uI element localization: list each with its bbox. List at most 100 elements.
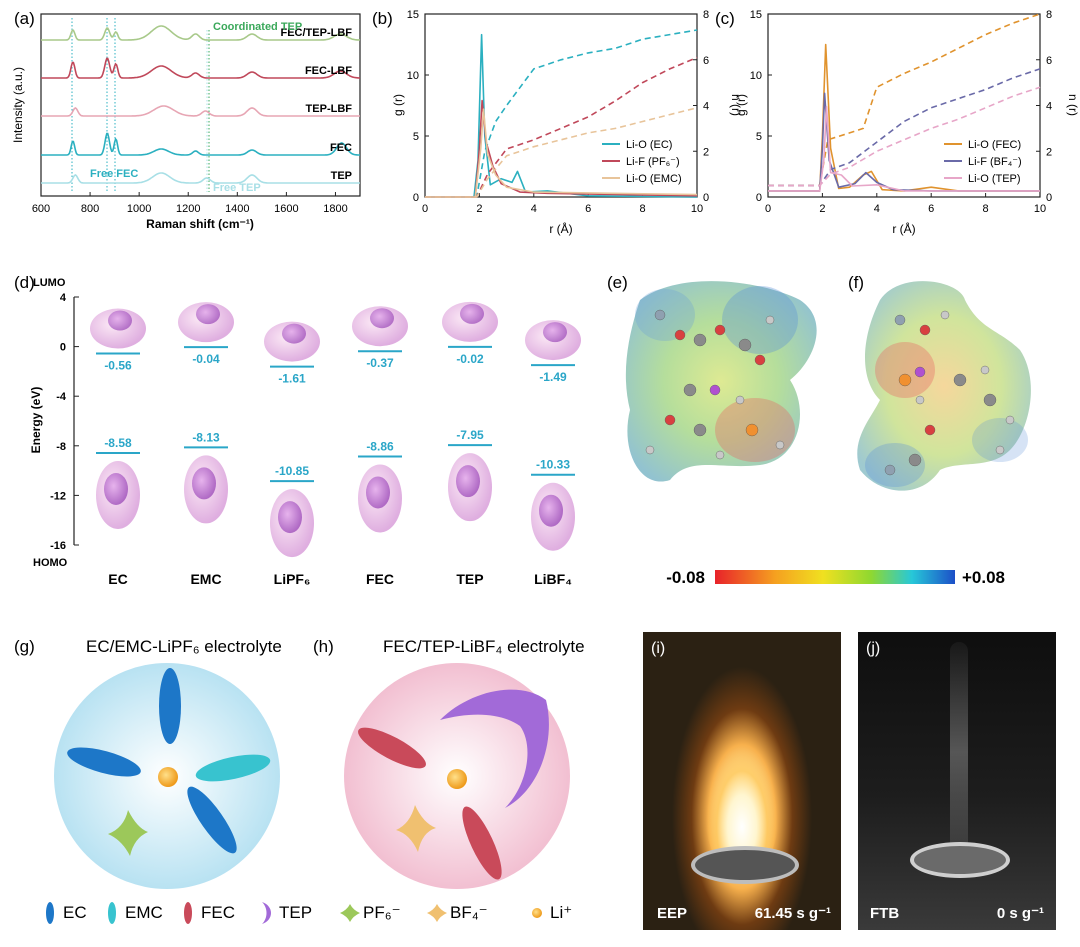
- colorbar: [715, 570, 955, 584]
- atom: [775, 440, 785, 450]
- xtick-label: 10: [1034, 203, 1046, 215]
- colorbar-max-label: +0.08: [962, 568, 1005, 587]
- esp-map-f: [857, 281, 1031, 491]
- ytick-label: 15: [750, 9, 762, 21]
- flame-test-photo-ftb: (j) FTB 0 s g⁻¹: [858, 632, 1056, 930]
- atom: [884, 464, 896, 476]
- xtick-label: 2: [476, 203, 482, 215]
- atom: [919, 324, 931, 336]
- xtick-label: 8: [640, 203, 646, 215]
- homo-orbital-lobe: [539, 494, 563, 527]
- photo-i-value: 61.45 s g⁻¹: [754, 905, 831, 922]
- panel-i-label: (i): [651, 640, 666, 657]
- rdf-c-ylabel: g (r): [734, 94, 748, 116]
- y2tick-label: 0: [1046, 192, 1052, 204]
- esp-map-e: [625, 281, 817, 482]
- esp-surface-f: [857, 281, 1031, 491]
- legend-item-label: BF₄⁻: [450, 903, 488, 922]
- xtick-label: 0: [422, 203, 428, 215]
- atom: [765, 315, 775, 325]
- atom: [940, 310, 950, 320]
- nr-line-0: [425, 29, 698, 198]
- emc-molecule: [195, 754, 271, 782]
- ec-molecule: [159, 668, 181, 744]
- bf4-anion: [396, 805, 436, 852]
- legend-emc-glyph: [108, 902, 116, 924]
- fec-molecule: [358, 727, 426, 769]
- rdf-b-frame: [424, 13, 698, 198]
- atom: [995, 445, 1005, 455]
- atom: [898, 373, 912, 387]
- ec-molecule: [67, 747, 141, 777]
- schematic-g-title: EC/EMC-LiPF₆ electrolyte: [86, 637, 282, 656]
- sample-holder: [691, 846, 799, 884]
- homo-orbital-lobe: [104, 472, 128, 505]
- li-ion: [158, 767, 178, 787]
- gr-line-2: [425, 108, 698, 198]
- atom: [715, 450, 725, 460]
- molecule-label: LiBF₄: [534, 571, 572, 587]
- legend-item-label: TEP: [279, 903, 312, 922]
- atom: [980, 365, 990, 375]
- gr-line-2: [768, 105, 1040, 192]
- rdf-b-ylabel: g (r): [391, 94, 405, 116]
- raman-series-fec: [41, 132, 360, 156]
- molecule-label: FEC: [366, 571, 394, 587]
- molecule-label: EMC: [190, 571, 221, 587]
- annotation-coordinated-tep: Coordinated TEP: [213, 21, 302, 33]
- raman-ylabel: Intensity (a.u.): [11, 67, 25, 143]
- atom: [735, 395, 745, 405]
- y2tick-label: 8: [1046, 9, 1052, 21]
- legend-item-label: Li⁺: [550, 903, 572, 922]
- y2tick-label: 2: [703, 146, 709, 158]
- photo-j-value: 0 s g⁻¹: [996, 905, 1044, 922]
- lumo-label: LUMO: [33, 277, 66, 289]
- raman-series-tep: [41, 172, 360, 184]
- tep-molecule: [440, 689, 549, 808]
- energy-level-diagram: LUMO HOMO Energy (eV) 4 0 -4 -8 -12 -16 -0.56…: [29, 277, 581, 587]
- rdf-c-frame: [767, 13, 1041, 198]
- atom: [914, 366, 926, 378]
- atom: [664, 414, 676, 426]
- panel-a-label: (a): [14, 9, 35, 28]
- atom: [674, 329, 686, 341]
- y2tick-label: 8: [703, 9, 709, 21]
- energy-tick-label: -8: [56, 441, 66, 453]
- atom: [953, 373, 967, 387]
- nr-line-1: [425, 56, 698, 198]
- atom: [1005, 415, 1015, 425]
- gr-line-0: [768, 43, 1040, 192]
- raman-series-label: TEP-LBF: [306, 103, 353, 115]
- y2tick-label: 4: [703, 101, 709, 113]
- xtick-label: 2: [819, 203, 825, 215]
- lumo-orbital-lobe: [282, 323, 306, 344]
- panel-b-label: (b): [372, 9, 393, 28]
- atom: [693, 423, 707, 437]
- atom: [693, 333, 707, 347]
- ytick-label: 10: [407, 70, 419, 82]
- li-ion: [447, 769, 467, 789]
- molecule-label: LiPF₆: [274, 571, 311, 587]
- legend-li-glyph: [532, 908, 542, 918]
- atom: [754, 354, 766, 366]
- panel-e-label: (e): [607, 273, 628, 292]
- y2tick-label: 0: [703, 192, 709, 204]
- raman-plot: Intensity (a.u.) Raman shift (cm⁻¹) 600 8…: [11, 13, 361, 231]
- atom: [683, 383, 697, 397]
- raman-series-fec-lbf: [41, 57, 361, 79]
- homo-orbital-lobe: [456, 465, 480, 498]
- schematic-h-title: FEC/TEP-LiBF₄ electrolyte: [383, 637, 585, 656]
- raman-xtick-label: 1200: [176, 203, 200, 215]
- esp-region-positive: [972, 418, 1028, 462]
- homo-value: -10.85: [275, 464, 309, 478]
- energy-tick-label: -4: [56, 391, 67, 403]
- raman-xlabel: Raman shift (cm⁻¹): [146, 217, 254, 231]
- raman-xtick-label: 800: [81, 203, 99, 215]
- esp-surface-e: [625, 281, 817, 482]
- lumo-orbital-lobe: [543, 322, 567, 343]
- legend-item-label: EMC: [125, 903, 163, 922]
- panel-j-label: (j): [866, 640, 881, 657]
- energy-ylabel: Energy (eV): [29, 387, 43, 454]
